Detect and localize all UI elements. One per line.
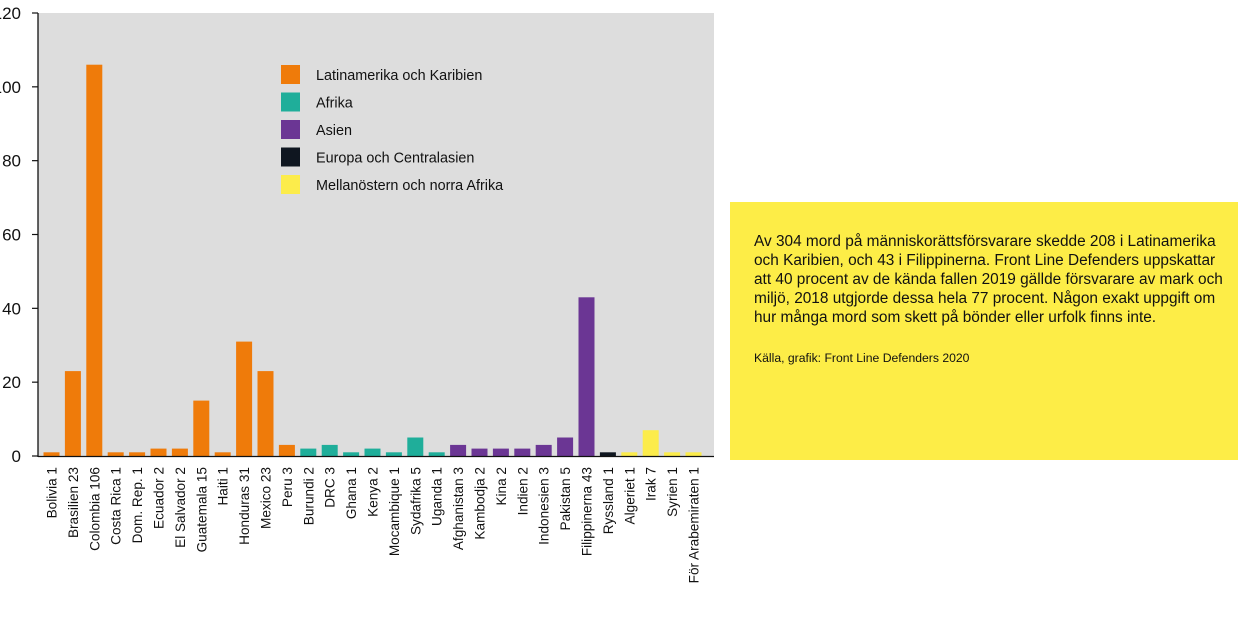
- x-tick-label: Guatemala 15: [194, 467, 209, 552]
- x-tick-label: Ecuador 2: [152, 467, 167, 529]
- bar: [43, 452, 60, 456]
- x-tick-label: Mexico 23: [259, 467, 274, 529]
- x-tick-label: DRC 3: [323, 467, 338, 508]
- x-tick-label: Brasilien 23: [66, 467, 81, 538]
- bar: [278, 444, 295, 456]
- bar: [193, 400, 210, 456]
- bar: [428, 452, 445, 456]
- legend-swatch: [281, 92, 300, 112]
- bar: [621, 452, 638, 456]
- bar: [407, 437, 424, 456]
- bar: [642, 430, 659, 456]
- x-tick-label: Indonesien 3: [537, 467, 552, 545]
- source-text: Källa, grafik: Front Line Defenders 2020: [754, 351, 970, 365]
- x-tick-label: Kina 2: [494, 467, 509, 506]
- bar: [64, 371, 81, 456]
- info-text: Av 304 mord på människorättsförsvarare s…: [754, 233, 1223, 326]
- legend-label: Latinamerika och Karibien: [316, 68, 482, 84]
- bar-chart: 0 20 40 60 80 100 120 Bolivia 1 Brasilien 23 Col…: [0, 4, 714, 583]
- bar: [214, 452, 231, 456]
- bar: [557, 437, 574, 456]
- x-tick-label: Dom. Rep. 1: [130, 467, 145, 543]
- y-tick-label: 0: [12, 447, 21, 466]
- x-tick-label: Ryssland 1: [601, 467, 616, 534]
- y-tick-label: 60: [2, 226, 21, 245]
- bar: [129, 452, 146, 456]
- legend-swatch: [281, 175, 300, 194]
- bar: [450, 444, 467, 456]
- bar: [343, 452, 360, 456]
- bar: [599, 452, 616, 456]
- x-tick-label: Ghana 1: [344, 467, 359, 519]
- bar: [664, 452, 681, 456]
- bar: [514, 448, 531, 456]
- legend-label: Europa och Centralasien: [316, 151, 474, 167]
- info-box: Av 304 mord på människorättsförsvarare s…: [730, 202, 1238, 460]
- legend-swatch: [281, 120, 300, 139]
- x-tick-label: Peru 3: [280, 467, 295, 507]
- legend-label: Asien: [316, 123, 352, 139]
- x-tick-label: Irak 7: [644, 467, 659, 501]
- bar: [86, 64, 103, 456]
- bar: [492, 448, 509, 456]
- x-tick-label: Bolivia 1: [45, 467, 60, 518]
- x-tick-label: Filippinerna 43: [580, 467, 595, 556]
- x-tick-label: Afghanistan 3: [451, 467, 466, 550]
- x-tick-label: Burundi 2: [301, 467, 316, 525]
- bar: [257, 371, 274, 456]
- x-tick-label: El Salvador 2: [173, 467, 188, 548]
- x-tick-label: Uganda 1: [430, 467, 445, 526]
- legend-swatch: [281, 147, 300, 167]
- x-tick-label: Honduras 31: [237, 467, 252, 545]
- bar: [578, 297, 595, 456]
- x-tick-label: Haiti 1: [216, 467, 231, 506]
- x-tick-label: För Arabemiraten 1: [687, 467, 702, 583]
- x-tick-label: Syrien 1: [665, 467, 680, 517]
- x-tick-label: Algeriet 1: [622, 467, 637, 524]
- bar: [364, 448, 381, 456]
- bar: [321, 444, 338, 456]
- x-tick-label: Mocambique 1: [387, 467, 402, 556]
- bar: [471, 448, 488, 456]
- x-tick-label: Colombia 106: [87, 467, 102, 551]
- y-tick-label: 40: [2, 299, 21, 318]
- x-tick-label: Pakistan 5: [558, 467, 573, 530]
- bar: [385, 452, 402, 456]
- plot-background: [38, 13, 714, 456]
- y-tick-label: 120: [0, 4, 21, 23]
- x-tick-label: Sydafrika 5: [408, 467, 423, 535]
- x-tick-label: Kenya 2: [366, 467, 381, 517]
- bar: [150, 448, 167, 456]
- y-tick-label: 20: [2, 373, 21, 392]
- x-tick-label: Indien 2: [515, 467, 530, 515]
- legend-swatch: [281, 65, 300, 84]
- legend-label: Afrika: [316, 96, 353, 112]
- legend-label: Mellanöstern och norra Afrika: [316, 178, 503, 194]
- bar: [171, 448, 188, 456]
- bar: [300, 448, 317, 456]
- bar: [107, 452, 124, 456]
- bar: [236, 341, 253, 456]
- y-tick-label: 80: [2, 152, 21, 171]
- y-tick-label: 100: [0, 78, 21, 97]
- bar: [685, 452, 702, 456]
- x-tick-label: Costa Rica 1: [109, 467, 124, 545]
- bar: [535, 444, 552, 456]
- x-tick-label: Kambodja 2: [473, 467, 488, 540]
